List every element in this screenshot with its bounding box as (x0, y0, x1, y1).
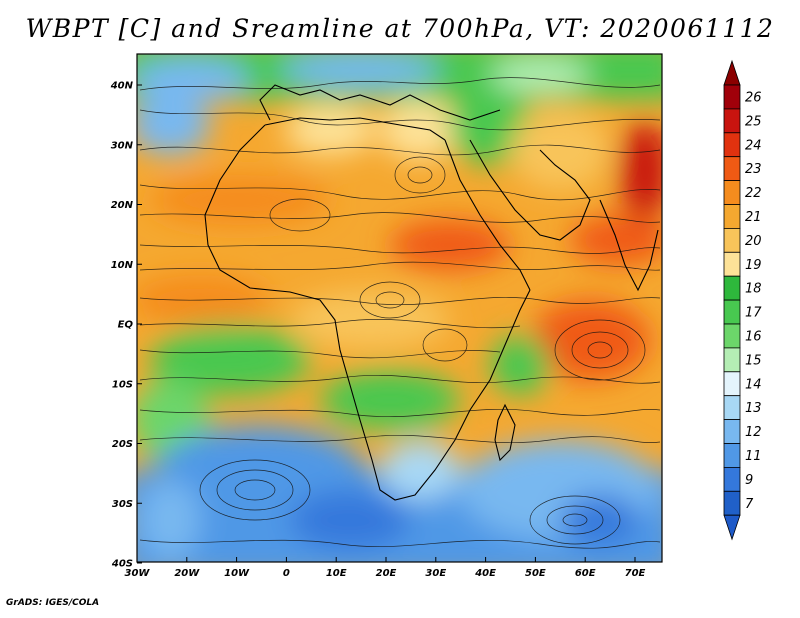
colorbar-swatch (723, 204, 741, 229)
lon-tick-label: 20W (174, 568, 200, 579)
colorbar-swatch (723, 466, 741, 492)
lon-tick-label: 0 (283, 568, 290, 579)
colorbar-swatch (723, 84, 741, 110)
lon-tick-label: 10W (224, 568, 250, 579)
colorbar-upper-arrow (723, 59, 741, 86)
colorbar-label: 15 (745, 353, 762, 368)
lat-tick-label: 20N (111, 200, 134, 211)
colorbar-swatch (723, 323, 741, 349)
colorbar-label: 16 (745, 329, 762, 344)
colorbar-swatch (723, 299, 741, 325)
lat-tick-label: 30N (111, 140, 134, 151)
colorbar-swatch (723, 156, 741, 181)
grads-credit: GrADS: IGES/COLA (6, 598, 100, 608)
latitude-axis: 40N 30N 20N 10N EQ 10S 20S 30S 40S (110, 81, 142, 570)
colorbar-swatch (723, 419, 741, 444)
lon-tick-label: 70E (625, 568, 646, 579)
colorbar-lower-arrow (723, 514, 741, 541)
colorbar: 26 25 24 23 22 21 20 19 18 17 16 15 14 13 12 11 9 7 (723, 59, 762, 541)
colorbar-label: 19 (745, 258, 762, 273)
streamlines (139, 77, 661, 549)
lon-tick-label: 10E (326, 568, 347, 579)
lon-tick-label: 20E (376, 568, 397, 579)
colorbar-swatch (723, 108, 741, 134)
lon-tick-label: 30W (125, 568, 151, 579)
colorbar-label: 13 (745, 401, 762, 416)
colorbar-label: 11 (745, 449, 762, 464)
lat-tick-label: 20S (112, 439, 133, 450)
colorbar-label: 25 (745, 114, 762, 129)
lon-tick-label: 60E (575, 568, 596, 579)
colorbar-swatch (723, 227, 741, 253)
lon-tick-label: 50E (525, 568, 546, 579)
colorbar-swatch (723, 443, 741, 468)
colorbar-label: 24 (745, 138, 762, 153)
lon-tick-label: 30E (425, 568, 446, 579)
colorbar-swatch (723, 180, 741, 205)
colorbar-label: 21 (745, 210, 762, 225)
map-frame (136, 53, 663, 563)
wbpt-field (137, 54, 662, 562)
colorbar-label: 17 (745, 306, 762, 321)
lat-tick-label: 40N (110, 81, 134, 92)
lat-tick-label: 30S (112, 499, 133, 510)
colorbar-swatch (723, 371, 741, 397)
colorbar-swatch (723, 395, 741, 421)
colorbar-label: 14 (745, 377, 762, 392)
colorbar-label: 9 (745, 473, 753, 488)
colorbar-swatch (723, 251, 741, 277)
colorbar-label: 23 (745, 162, 762, 177)
colorbar-swatch (723, 132, 741, 158)
colorbar-label: 20 (745, 234, 762, 249)
colorbar-swatch (723, 275, 741, 301)
lon-tick-label: 40E (474, 568, 496, 579)
colorbar-label: 18 (745, 282, 762, 297)
coastlines (204, 84, 659, 501)
colorbar-label: 12 (745, 425, 762, 440)
chart-title: WBPT [C] and Sreamline at 700hPa, VT: 20… (25, 14, 775, 43)
colorbar-swatch (723, 490, 741, 516)
lat-tick-label: 10N (111, 260, 134, 271)
longitude-axis: 30W 20W 10W 0 10E 20E 30E 40E 50E 60E 70E (125, 557, 646, 579)
lat-tick-label: 40S (111, 559, 133, 570)
colorbar-label: 7 (745, 497, 754, 512)
colorbar-label: 22 (745, 186, 762, 201)
colorbar-label: 26 (745, 90, 762, 105)
lat-tick-label: 10S (112, 379, 133, 390)
lat-tick-label: EQ (118, 320, 134, 331)
colorbar-swatch (723, 347, 741, 373)
